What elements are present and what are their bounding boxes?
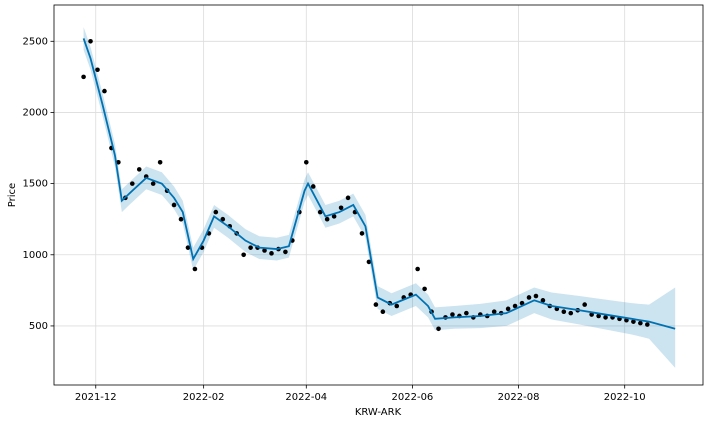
observed-point (317, 209, 323, 215)
observed-point (220, 216, 226, 222)
x-tick-label: 2021-12 (75, 392, 117, 403)
observed-point (269, 251, 274, 256)
observed-point (561, 309, 567, 315)
observed-point (540, 298, 546, 303)
observed-point (380, 309, 386, 315)
observed-point (366, 259, 372, 265)
y-tick-label: 1000 (23, 250, 48, 261)
x-tick-label: 2022-04 (285, 392, 327, 403)
observed-point (582, 302, 587, 307)
observed-point (533, 293, 539, 299)
plot-area (54, 5, 703, 385)
observed-point (88, 38, 93, 44)
observed-point (589, 312, 594, 317)
observed-point (338, 205, 344, 211)
observed-point (638, 320, 643, 326)
observed-point (519, 300, 525, 306)
observed-point (129, 181, 135, 186)
observed-point (491, 309, 497, 315)
observed-point (464, 310, 469, 316)
y-tick-label: 500 (29, 321, 48, 332)
observed-point (262, 248, 267, 253)
observed-point (178, 216, 184, 222)
observed-point (422, 286, 427, 292)
observed-point (450, 312, 455, 317)
observed-point (185, 245, 191, 250)
observed-point (116, 159, 121, 165)
observed-point (102, 88, 107, 94)
observed-point (359, 231, 365, 236)
x-axis-label: KRW-ARK (355, 407, 402, 418)
observed-point (568, 310, 574, 316)
y-tick-label: 2000 (23, 107, 48, 118)
observed-point (303, 159, 309, 165)
observed-point (283, 249, 288, 255)
observed-point (596, 313, 601, 319)
observed-point (436, 326, 441, 332)
observed-point (150, 181, 156, 186)
observed-point (631, 319, 636, 324)
observed-point (415, 266, 420, 272)
y-axis-label: Price (7, 183, 18, 207)
observed-point (324, 216, 330, 222)
observed-point (192, 266, 198, 272)
x-tick-label: 2022-02 (183, 392, 225, 403)
observed-point (603, 315, 608, 320)
y-tick-label: 1500 (23, 179, 48, 190)
observed-point (136, 167, 142, 172)
observed-point (645, 322, 650, 327)
observed-point (331, 214, 337, 219)
observed-point (310, 184, 316, 189)
x-tick-label: 2022-10 (604, 392, 646, 403)
forecast-line (82, 38, 676, 330)
observed-point (157, 159, 163, 165)
x-tick-label: 2022-08 (498, 392, 540, 403)
observed-point (394, 303, 400, 309)
observed-point (373, 302, 379, 307)
uncertainty-band (83, 27, 676, 368)
observed-point (345, 195, 351, 201)
observed-point (512, 303, 518, 309)
observed-point (95, 67, 100, 73)
observed-point (624, 317, 629, 323)
observed-point (526, 295, 532, 300)
plot-frame (53, 4, 704, 386)
x-tick-label: 2022-06 (392, 392, 434, 403)
observed-point (241, 252, 246, 258)
observed-point (248, 245, 253, 250)
observed-point (171, 202, 177, 208)
y-tick-label: 2500 (23, 36, 48, 47)
observed-point (81, 74, 86, 80)
observed-point (213, 209, 219, 215)
observed-point (505, 306, 511, 312)
